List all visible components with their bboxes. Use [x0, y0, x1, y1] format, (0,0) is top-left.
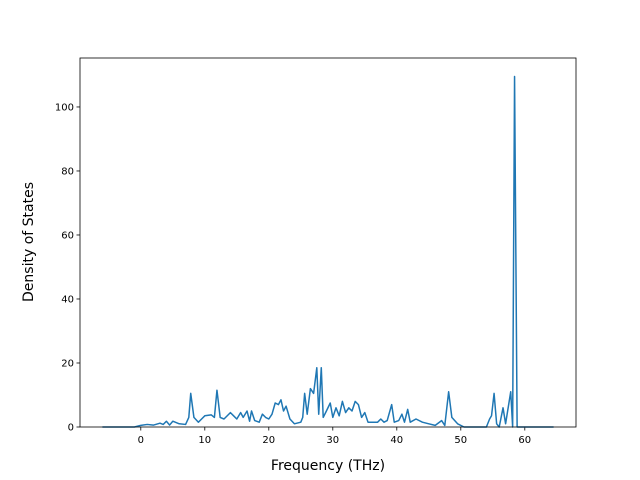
data-line — [102, 75, 554, 428]
y-tick-label: 0 — [68, 423, 74, 434]
plot-frame — [79, 57, 577, 428]
y-tick-label: 80 — [61, 166, 74, 177]
y-tick-label: 60 — [61, 230, 74, 241]
y-tick-label: 20 — [61, 358, 74, 369]
x-tick-label: 60 — [518, 435, 531, 446]
x-tick-label: 0 — [138, 435, 144, 446]
x-tick-label: 50 — [454, 435, 467, 446]
x-tick-label: 20 — [262, 435, 275, 446]
y-tick-label: 40 — [61, 294, 74, 305]
y-tick-label: 100 — [55, 102, 74, 113]
x-axis-label: Frequency (THz) — [271, 458, 385, 474]
x-tick-label: 30 — [326, 435, 339, 446]
x-tick-label: 40 — [390, 435, 403, 446]
x-tick-label: 10 — [198, 435, 211, 446]
y-axis-label: Density of States — [21, 182, 37, 302]
